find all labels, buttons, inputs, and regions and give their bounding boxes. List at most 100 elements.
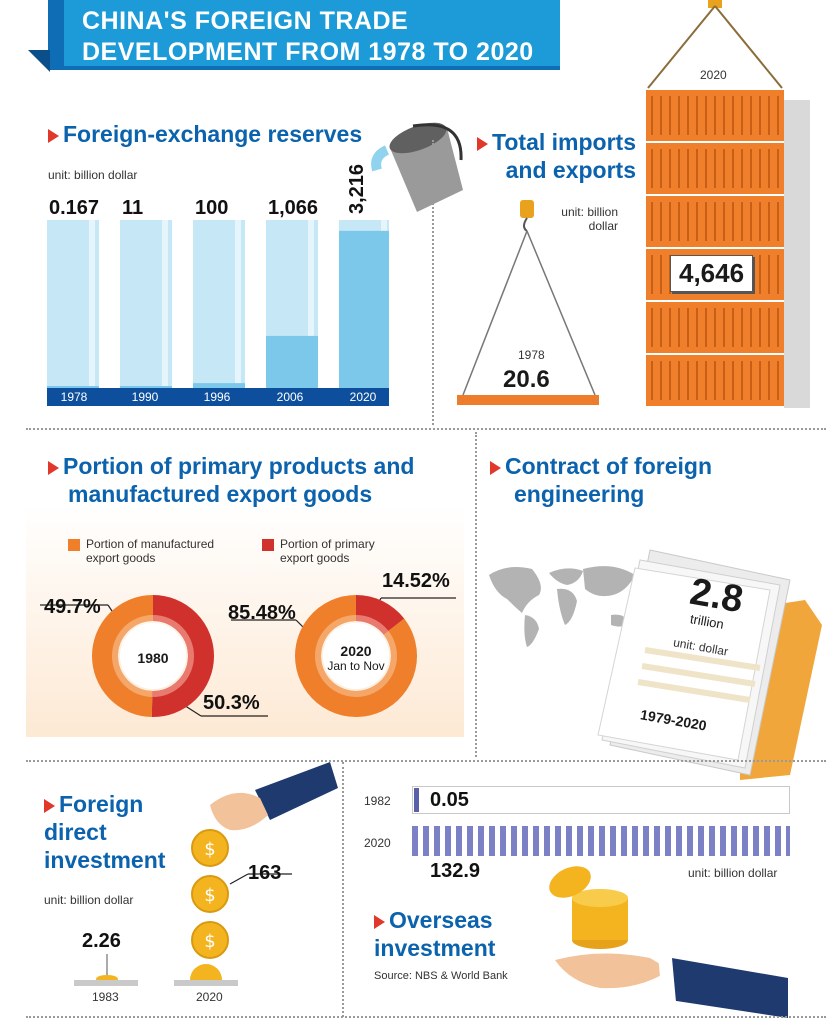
overseas-title-line-2: investment (374, 935, 496, 961)
donut-hole (323, 623, 389, 689)
engineering-title: Contract of foreign engineering (490, 452, 712, 508)
legend-swatch (68, 539, 80, 551)
fdi-title-line-2: direct (44, 819, 107, 845)
reserves-bars: 0.167 11 100 1,066 3,216 (47, 164, 391, 388)
reserves-bar (47, 386, 99, 388)
legend-primary: Portion of primary export goods (262, 537, 375, 565)
crane-hook-2020 (647, 0, 783, 89)
bucket-icon (371, 122, 463, 212)
reserves-title-text: Foreign-exchange reserves (63, 121, 363, 147)
legend-primary-line-1: Portion of primary (280, 537, 375, 551)
arrow-icon (44, 798, 55, 813)
reserves-unit: unit: billion dollar (48, 168, 138, 182)
donut-slice-primary (151, 595, 214, 717)
trade-unit-line-2: dollar (588, 219, 618, 233)
fdi-value-1983: 2.26 (82, 930, 121, 952)
trade-value-2020: 4,646 (670, 255, 754, 292)
fdi-year-1983: 1983 (92, 990, 119, 1004)
portion-title-line-1: Portion of primary products and (63, 453, 415, 479)
year-label: 2006 (276, 390, 304, 404)
reserves-value-label: 11 (122, 197, 143, 219)
trade-title-line-1: Total imports (492, 129, 636, 155)
overseas-value-1982: 0.05 (430, 789, 469, 811)
fdi-value-2020: 163 (248, 862, 282, 884)
title-banner (48, 0, 560, 70)
year-label: 1996 (203, 390, 231, 404)
donut2-center-line-2: Jan to Nov (327, 659, 385, 673)
donut2-center-line-1: 2020 (340, 643, 372, 659)
reserves-bar (193, 383, 245, 388)
engineering-title-line-1: Contract of foreign (505, 453, 712, 479)
legend-primary-line-2: export goods (280, 551, 350, 565)
legend-manufactured: Portion of manufactured export goods (68, 537, 214, 565)
column-highlight (308, 220, 314, 388)
reserves-value-label: 3,216 (346, 164, 368, 214)
reserves-chart: 0.167 11 100 1,066 3,216 (47, 150, 391, 388)
world-map-icon (489, 566, 635, 647)
engineering-title-line-2: engineering (514, 481, 645, 507)
reserves-year-strip: 1978 1990 1996 2006 2020 (47, 388, 389, 406)
fdi-unit: unit: billion dollar (44, 893, 134, 907)
donut1-right-value: 50.3% (203, 692, 260, 714)
divider (342, 762, 344, 1017)
svg-text:$: $ (204, 931, 215, 952)
divider (432, 140, 434, 425)
divider (475, 432, 477, 757)
page-title-line-2: DEVELOPMENT FROM 1978 TO 2020 (82, 38, 534, 66)
donut2-center-label: 2020 Jan to Nov (318, 643, 394, 673)
crane-hook-1978 (457, 200, 599, 405)
document-stack-icon (597, 549, 822, 780)
reserves-value-label: 100 (195, 197, 228, 219)
trade-title: Total imports and exports (458, 128, 636, 184)
fdi-title-line-3: investment (44, 847, 166, 873)
year-label: 1978 (60, 390, 88, 404)
donut-inner-ring (112, 615, 154, 697)
reserves-title: Foreign-exchange reserves (48, 120, 362, 148)
fdi-title-line-1: Foreign (59, 791, 144, 817)
arrow-icon (48, 128, 59, 143)
arrow-icon (48, 460, 59, 475)
column-highlight (89, 220, 95, 388)
arrow-icon (477, 136, 489, 151)
reserves-value-label: 0.167 (49, 197, 99, 219)
trade-value-1978: 20.6 (503, 366, 550, 393)
portion-title-line-2: manufactured export goods (68, 481, 373, 507)
portion-title: Portion of primary products and manufact… (48, 452, 414, 508)
overseas-title: Overseas investment (374, 906, 495, 962)
fdi-coins (74, 954, 238, 986)
svg-text:$: $ (204, 885, 215, 906)
column-highlight (162, 220, 168, 388)
divider (26, 760, 826, 762)
container-shadow (784, 100, 810, 408)
source-note: Source: NBS & World Bank (374, 970, 508, 982)
page-title: CHINA'S FOREIGN TRADE DEVELOPMENT FROM 1… (82, 6, 534, 68)
donut-inner-ring (315, 615, 397, 697)
donut-inner-ring (355, 615, 389, 635)
year-label: 2020 (349, 390, 377, 404)
reserves-bar (120, 386, 172, 388)
arrow-icon (374, 914, 385, 929)
hand-dropping-coins: $ $ $ (191, 762, 338, 959)
arrow-icon (490, 460, 501, 475)
reserves-bar (339, 230, 391, 388)
reserves-bar (266, 335, 318, 388)
donut2-left-value: 85.48% (228, 602, 296, 624)
reserves-value-label: 1,066 (268, 197, 318, 219)
donut-charts (40, 595, 456, 717)
overseas-title-line-1: Overseas (389, 907, 493, 933)
container-stack (646, 90, 784, 406)
overseas-bar-1982-track (412, 786, 790, 814)
page-title-line-1: CHINA'S FOREIGN TRADE (82, 7, 409, 35)
fdi-title: Foreign direct investment (44, 790, 165, 874)
overseas-year-2020: 2020 (364, 836, 391, 850)
trade-year-1978: 1978 (518, 348, 545, 362)
overseas-bar-1982 (414, 788, 419, 812)
donut1-center-label: 1980 (137, 650, 169, 666)
trade-title-line-2: and exports (505, 157, 636, 183)
legend-swatch (262, 539, 274, 551)
donut-hole (120, 623, 186, 689)
fdi-year-2020: 2020 (196, 990, 223, 1004)
divider (26, 428, 826, 430)
svg-text:$: $ (204, 839, 215, 860)
donut1-left-value: 49.7% (44, 596, 101, 618)
